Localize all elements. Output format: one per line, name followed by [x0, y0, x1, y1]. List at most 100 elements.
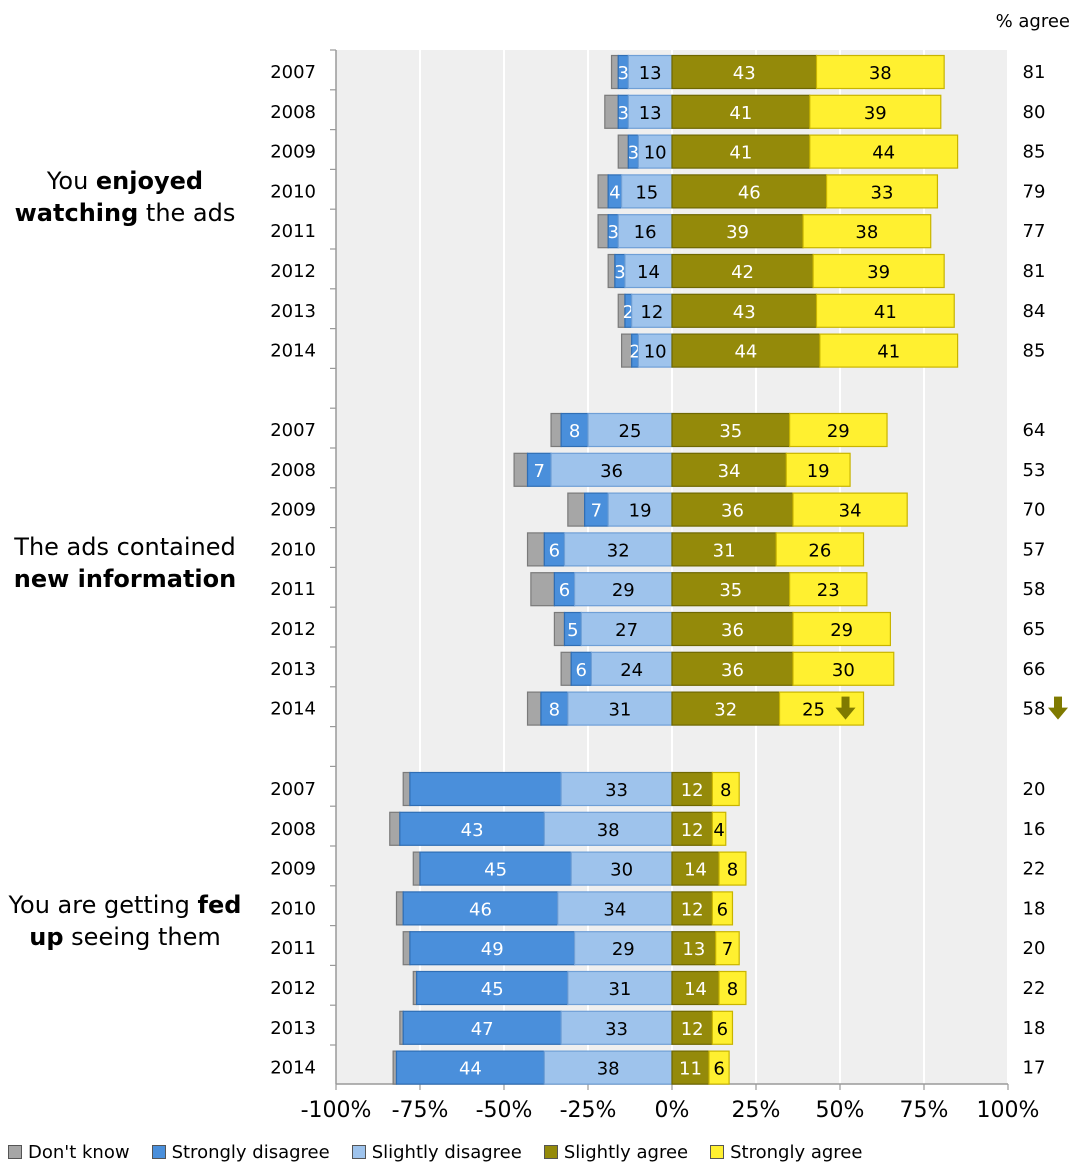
bar-slightly-disagree — [587, 412, 673, 448]
data-label: 12 — [640, 302, 663, 323]
data-label: 8 — [720, 780, 731, 801]
agree-total: 53 — [1023, 460, 1046, 481]
data-label: 3 — [618, 103, 629, 124]
legend-item-slightly-disagree: Slightly disagree — [351, 1142, 522, 1163]
data-label: 25 — [802, 700, 825, 721]
data-label: 41 — [877, 342, 900, 363]
data-label: 46 — [738, 182, 761, 203]
agree-total: 80 — [1023, 102, 1046, 123]
data-label: 5 — [567, 620, 578, 641]
data-label: 6 — [713, 1059, 724, 1080]
year-label: 2007 — [270, 62, 316, 83]
bar-slightly-disagree — [631, 293, 673, 328]
data-label: 14 — [684, 860, 707, 881]
bar-dont-know — [560, 651, 572, 686]
legend: Don't know Strongly disagree Slightly di… — [8, 1140, 862, 1164]
group-label: You are getting fed up seeing them — [8, 891, 242, 951]
x-tick-label: 100% — [977, 1098, 1040, 1123]
data-label: 13 — [639, 103, 662, 124]
bar-dont-know — [526, 532, 545, 567]
data-label: 44 — [734, 342, 757, 363]
data-label: 45 — [484, 860, 507, 881]
group-label: You enjoyed watching the ads — [15, 167, 236, 227]
data-label: 8 — [727, 860, 738, 881]
bar-strongly-agree — [819, 333, 959, 368]
bar-slightly-disagree — [620, 174, 673, 209]
bar-strongly-agree — [812, 253, 945, 289]
bar-slightly-disagree — [607, 492, 673, 527]
legend-label-slightly-agree: Slightly agree — [563, 1141, 689, 1163]
data-label: 32 — [714, 700, 737, 721]
agree-total: 22 — [1023, 978, 1046, 999]
agree-total: 70 — [1023, 500, 1046, 521]
bar-strongly-agree — [718, 851, 747, 886]
data-label: 6 — [549, 540, 560, 561]
bar-slightly-agree — [671, 333, 821, 368]
bar-strongly-disagree — [402, 891, 559, 926]
bar-slightly-agree — [671, 253, 814, 289]
data-label: 16 — [634, 222, 657, 243]
data-label: 44 — [872, 143, 895, 164]
bar-strongly-agree — [809, 134, 959, 169]
data-label: 35 — [719, 580, 742, 601]
bar-slightly-agree — [671, 134, 811, 169]
agree-total: 18 — [1023, 1018, 1046, 1039]
bar-slightly-disagree — [637, 333, 673, 368]
bar-slightly-disagree — [550, 452, 673, 487]
legend-item-strongly-agree: Strongly agree — [710, 1142, 862, 1163]
legend-swatch-strongly-agree — [710, 1145, 725, 1159]
legend-label-dont-know: Don't know — [28, 1141, 130, 1163]
data-label: 44 — [459, 1059, 482, 1080]
agree-total: 64 — [1023, 420, 1046, 441]
data-label: 3 — [618, 63, 629, 84]
down-arrow-icon — [1048, 696, 1068, 720]
agree-header: % agree — [996, 11, 1070, 32]
x-tick-label: 50% — [816, 1098, 865, 1123]
x-tick-label: -25% — [560, 1098, 617, 1123]
bar-dont-know — [553, 611, 566, 647]
agree-total: 66 — [1023, 659, 1046, 680]
bar-slightly-agree — [671, 970, 720, 1006]
data-label: 47 — [471, 1019, 494, 1040]
x-tick-label: 75% — [900, 1098, 949, 1123]
bar-strongly-agree — [825, 174, 939, 209]
data-label: 34 — [603, 899, 626, 920]
bar-slightly-agree — [671, 1050, 710, 1085]
data-label: 43 — [733, 302, 756, 323]
year-label: 2013 — [270, 1018, 316, 1039]
data-label: 12 — [681, 1019, 704, 1040]
agree-total: 58 — [1023, 579, 1046, 600]
data-label: 29 — [612, 939, 635, 960]
data-label: 12 — [681, 899, 704, 920]
data-label: 31 — [608, 700, 631, 721]
bar-slightly-agree — [671, 492, 794, 527]
data-label: 39 — [867, 262, 890, 283]
data-label: 38 — [597, 820, 620, 841]
bar-slightly-agree — [671, 1010, 713, 1045]
bar-dont-know — [597, 174, 609, 209]
data-label: 14 — [684, 979, 707, 1000]
agree-total: 81 — [1023, 62, 1046, 83]
bar-strongly-agree — [718, 970, 747, 1006]
bar-slightly-agree — [671, 54, 818, 90]
bar-dont-know — [530, 572, 556, 607]
bar-dont-know — [567, 492, 586, 527]
bar-strongly-agree — [715, 931, 740, 966]
year-label: 2008 — [270, 102, 316, 123]
data-label: 2 — [629, 342, 640, 363]
x-tick-label: -50% — [476, 1098, 533, 1123]
agree-total: 20 — [1023, 779, 1046, 800]
legend-item-slightly-agree: Slightly agree — [543, 1141, 689, 1163]
bar-slightly-disagree — [560, 1010, 673, 1045]
year-label: 2012 — [270, 619, 316, 640]
data-label: 7 — [534, 461, 545, 482]
bar-dont-know — [412, 851, 421, 886]
bar-slightly-disagree — [627, 94, 673, 129]
data-label: 4 — [609, 182, 620, 203]
data-label: 39 — [726, 222, 749, 243]
data-label: 24 — [620, 660, 643, 681]
data-label: 10 — [644, 143, 667, 164]
legend-swatch-dont-know — [8, 1145, 22, 1159]
bar-slightly-agree — [671, 532, 777, 567]
data-label: 36 — [721, 620, 744, 641]
